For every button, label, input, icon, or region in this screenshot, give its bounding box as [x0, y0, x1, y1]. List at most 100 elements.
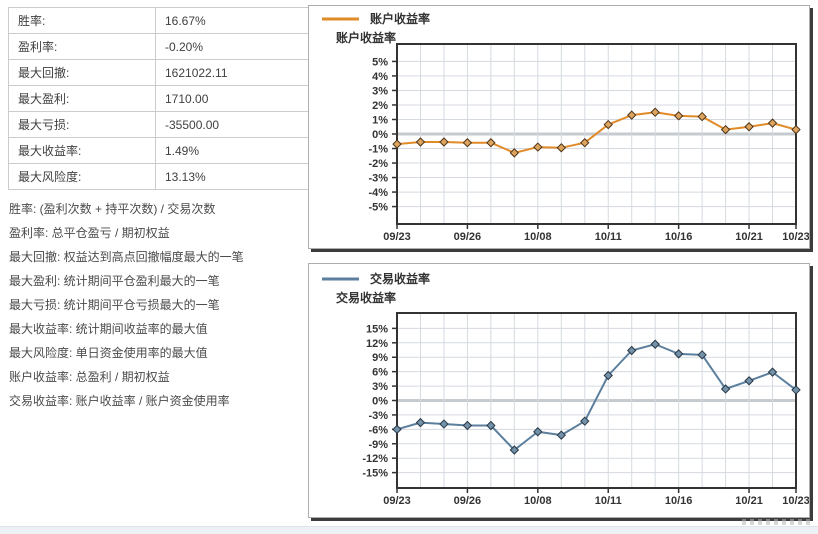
plot-border: [396, 312, 797, 489]
x-tick-label: 10/11: [595, 495, 622, 507]
x-axis: 09/23 09/26 10/08 10/11 10/16 10/21 10/23: [383, 224, 809, 243]
stats-row: 最大风险度: 13.13%: [8, 163, 312, 190]
page-bottom-strip: [0, 526, 818, 534]
stats-table: 胜率: 16.67% 盈利率: -0.20% 最大回撤: 1621022.11 最大盈利: 1…: [8, 7, 312, 190]
definition-line: 账户收益率: 总盈利 / 期初权益: [9, 370, 170, 384]
stat-value: 13.13%: [155, 163, 312, 190]
stat-value: 1621022.11: [155, 59, 312, 86]
x-tick-label: 10/23: [782, 495, 809, 507]
data-point-marker: [650, 107, 660, 117]
watermark-smudge: [742, 519, 810, 525]
x-tick-label: 10/16: [665, 495, 693, 507]
x-tick-label: 10/21: [735, 495, 763, 507]
data-point-marker: [673, 111, 684, 121]
x-tick-label: 10/23: [782, 231, 809, 243]
y-tick-label: 3%: [372, 85, 388, 97]
definition-line: 最大盈利: 统计期间平仓盈利最大的一笔: [9, 274, 220, 288]
stat-value: -35500.00: [155, 111, 312, 138]
stat-value: 1.49%: [155, 137, 312, 164]
data-point-marker: [509, 445, 520, 455]
data-point-marker: [462, 420, 473, 431]
definition-line: 交易收益率: 账户收益率 / 账户资金使用率: [9, 394, 230, 408]
x-tick-label: 10/11: [595, 231, 622, 243]
stat-label: 最大收益率:: [8, 137, 156, 164]
x-tick-label: 09/23: [383, 231, 411, 243]
y-tick-label: 15%: [366, 323, 388, 335]
account-return-chart: 账户收益率账户收益率5%4%3%2%1%0%-1%-2%-3%-4%-5%09/…: [322, 11, 809, 243]
data-point-marker: [580, 138, 590, 148]
x-tick-label: 10/21: [735, 231, 763, 243]
legend: 交易收益率: [322, 271, 430, 286]
data-point-marker: [556, 143, 567, 153]
definition-line: 胜率: (盈利次数 + 持平次数) / 交易次数: [9, 202, 216, 216]
legend-label: 交易收益率: [370, 271, 430, 286]
data-point-marker: [415, 137, 426, 147]
data-point-marker: [415, 417, 426, 428]
stats-row: 胜率: 16.67%: [8, 7, 312, 34]
data-point-marker: [486, 138, 496, 148]
y-tick-label: 0%: [372, 396, 388, 408]
data-point-marker: [486, 420, 496, 431]
y-tick-label: 4%: [372, 71, 388, 83]
stats-row: 最大亏损: -35500.00: [8, 111, 312, 138]
y-axis-title: 交易收益率: [336, 290, 396, 305]
stats-row: 盈利率: -0.20%: [8, 33, 312, 60]
data-point-marker: [744, 122, 754, 132]
data-point-marker: [392, 424, 402, 435]
stats-row: 最大收益率: 1.49%: [8, 137, 312, 164]
stat-label: 胜率:: [8, 7, 156, 34]
series-markers: [392, 107, 801, 158]
data-point-marker: [791, 385, 801, 395]
metric-definitions: 胜率: (盈利次数 + 持平次数) / 交易次数 盈利率: 总平仓盈亏 / 期初权…: [9, 197, 309, 413]
x-tick-label: 09/26: [454, 231, 482, 243]
stat-label: 最大回撤:: [8, 59, 156, 86]
x-tick-label: 10/08: [524, 231, 552, 243]
definition-line: 最大收益率: 统计期间收益率的最大值: [9, 322, 208, 336]
data-point-marker: [626, 345, 637, 356]
y-tick-label: -3%: [368, 410, 388, 422]
data-point-marker: [509, 148, 520, 158]
data-point-marker: [697, 350, 707, 360]
y-tick-label: -1%: [368, 144, 388, 156]
stat-label: 最大亏损:: [8, 111, 156, 138]
y-tick-label: 6%: [372, 367, 388, 379]
definition-line: 最大回撤: 权益达到高点回撤幅度最大的一笔: [9, 250, 244, 264]
data-point-marker: [791, 124, 801, 135]
x-axis: 09/23 09/26 10/08 10/11 10/16 10/21 10/23: [383, 488, 809, 507]
stat-label: 最大风险度:: [8, 163, 156, 190]
y-tick-label: 12%: [366, 338, 388, 350]
data-point-marker: [462, 138, 473, 148]
data-point-marker: [767, 367, 778, 377]
data-point-marker: [580, 416, 590, 426]
y-tick-label: -4%: [368, 187, 388, 199]
y-tick-label: -12%: [362, 453, 388, 465]
vertical-grid: [419, 313, 774, 488]
x-tick-label: 10/08: [524, 495, 552, 507]
data-point-marker: [744, 376, 754, 386]
data-point-marker: [603, 370, 613, 381]
legend-label: 账户收益率: [370, 11, 430, 26]
y-tick-label: 3%: [372, 381, 388, 393]
y-tick-label: 5%: [372, 56, 388, 68]
definition-line: 最大亏损: 统计期间平仓亏损最大的一笔: [9, 298, 220, 312]
y-tick-label: -15%: [362, 468, 388, 480]
data-point-marker: [673, 349, 684, 359]
stat-label: 最大盈利:: [8, 85, 156, 112]
data-point-marker: [533, 427, 543, 437]
stat-label: 盈利率:: [8, 33, 156, 60]
data-point-marker: [439, 137, 449, 147]
stat-value: 16.67%: [155, 7, 312, 34]
x-tick-label: 10/16: [665, 231, 693, 243]
data-point-marker: [650, 339, 660, 349]
definition-line: 盈利率: 总平仓盈亏 / 期初权益: [9, 226, 170, 240]
data-point-marker: [626, 110, 637, 120]
trade-return-chart-panel: 交易收益率 交易收益率 15% 12% 9% 6% 3% 0% -3% -6% -9% -12% -15…: [308, 263, 810, 518]
y-tick-label: -6%: [368, 424, 388, 436]
data-point-marker: [697, 111, 707, 122]
data-point-marker: [556, 430, 567, 440]
y-tick-label: -3%: [368, 173, 388, 185]
data-point-marker: [720, 124, 731, 135]
stats-row: 最大盈利: 1710.00: [8, 85, 312, 112]
data-point-marker: [392, 139, 402, 149]
